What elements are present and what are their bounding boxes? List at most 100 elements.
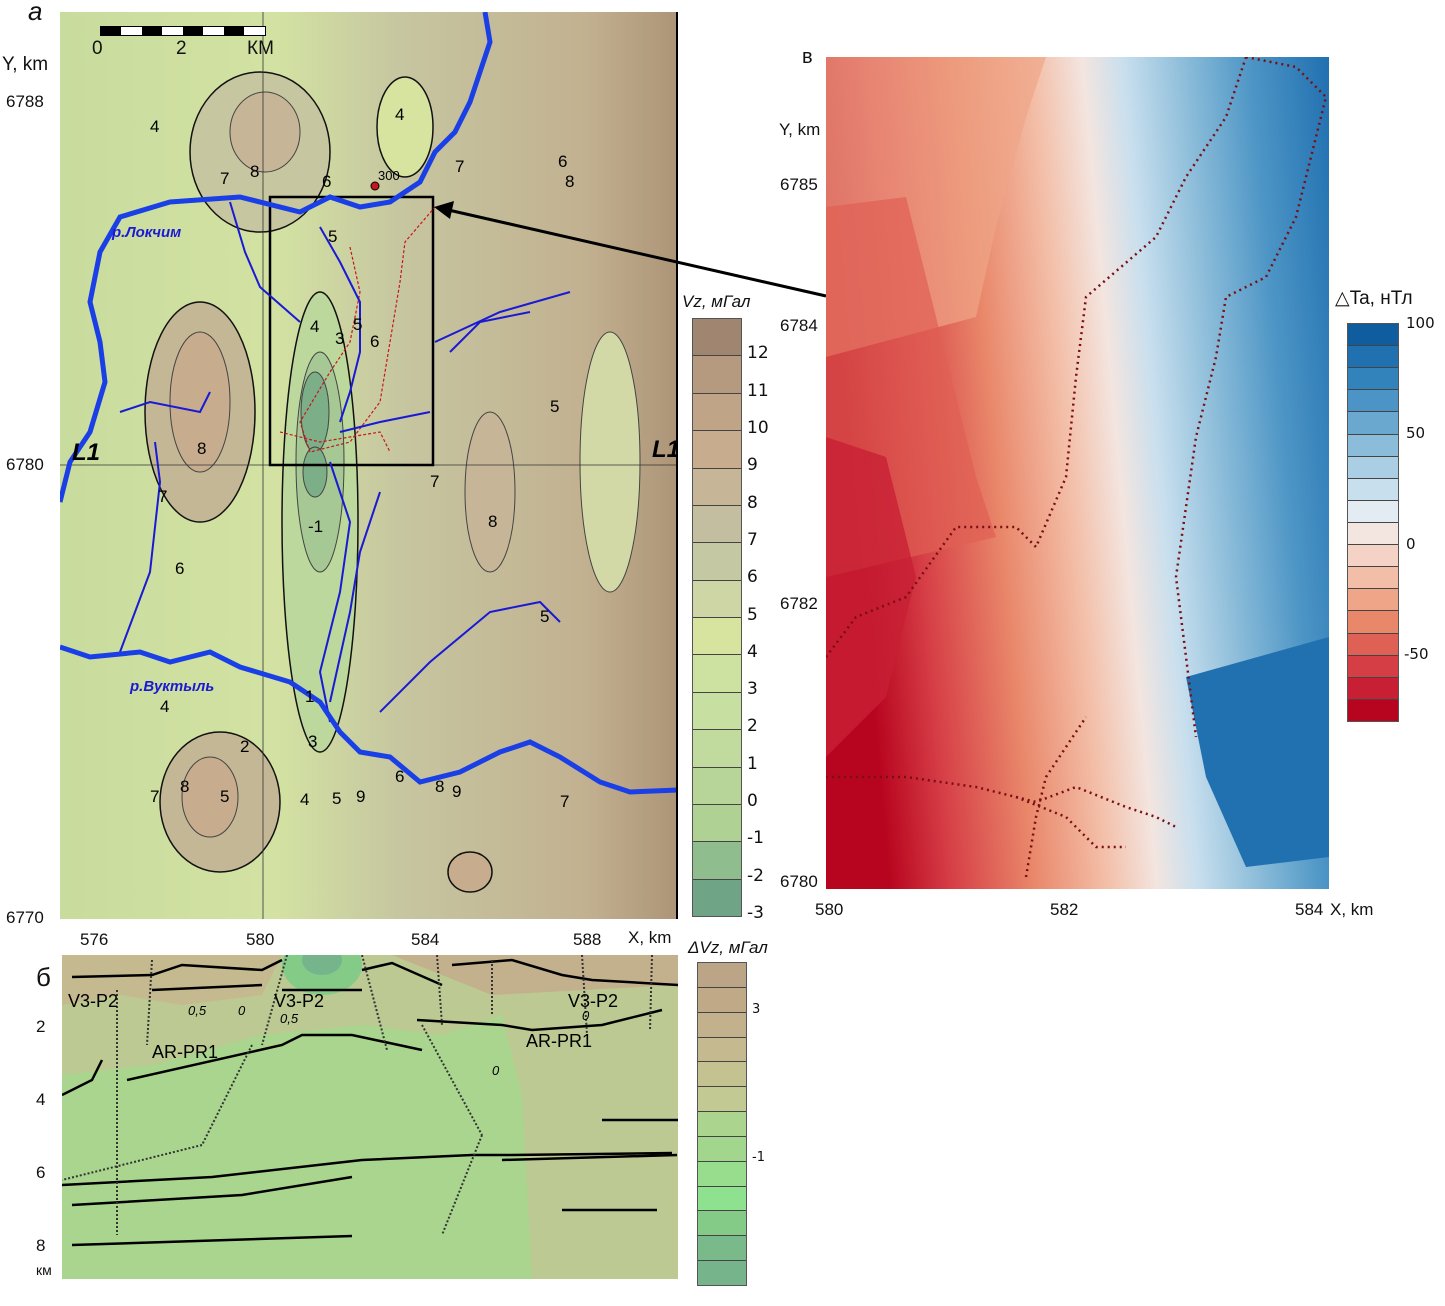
svg-text:V3-P2: V3-P2 <box>274 991 324 1011</box>
vz-label: 10 <box>747 417 769 438</box>
vz-label: 6 <box>747 567 758 588</box>
svg-text:0,5: 0,5 <box>188 1003 207 1018</box>
vz-label: 5 <box>747 604 758 625</box>
x-tick-580: 580 <box>246 930 275 949</box>
profile-label-east: L1 <box>652 436 678 463</box>
colorbar-swatch <box>693 842 741 880</box>
colorbar-swatch <box>1348 611 1398 634</box>
ta-label-100: 100 <box>1406 314 1435 332</box>
svg-text:4: 4 <box>395 105 404 124</box>
vz-colorbar <box>692 318 742 917</box>
svg-text:8: 8 <box>197 439 206 458</box>
x-tick-584: 584 <box>411 930 440 949</box>
panel-v-y-axis-title: Y, km <box>779 120 821 139</box>
contour-labels: 4 8 7 6 4 7 6 8 5 4 5 6 3 8 7 5 7 -1 6 8… <box>150 105 574 811</box>
svg-text:6: 6 <box>175 559 184 578</box>
profile-label-west: L1 <box>72 439 100 466</box>
svg-text:8: 8 <box>565 172 574 191</box>
colorbar-swatch <box>1348 545 1398 568</box>
dvz-colorbar-title: ΔVz, мГал <box>688 938 768 957</box>
svg-text:-1: -1 <box>308 517 323 536</box>
colorbar-swatch <box>698 1236 746 1262</box>
vz-label: 4 <box>747 641 758 662</box>
svg-text:5: 5 <box>220 787 229 806</box>
v-x-tick-584: 584 <box>1295 900 1324 919</box>
svg-text:7: 7 <box>150 787 159 806</box>
colorbar-swatch <box>1348 633 1398 656</box>
colorbar-swatch <box>698 1186 746 1212</box>
well-label: 300 <box>378 168 400 183</box>
colorbar-swatch <box>693 431 741 469</box>
colorbar-swatch <box>693 319 741 357</box>
svg-text:4: 4 <box>150 117 159 136</box>
colorbar-swatch <box>693 356 741 394</box>
svg-text:9: 9 <box>356 787 365 806</box>
scale-label-2: 2 <box>176 38 187 59</box>
colorbar-swatch <box>1348 699 1398 721</box>
y-tick-6780: 6780 <box>6 455 44 474</box>
svg-text:4: 4 <box>300 790 309 809</box>
dvz-colorbar <box>697 962 747 1286</box>
svg-text:7: 7 <box>220 169 229 188</box>
colorbar-swatch <box>1348 589 1398 612</box>
vz-label: -2 <box>747 865 764 886</box>
svg-text:4: 4 <box>310 317 319 336</box>
colorbar-swatch <box>1348 390 1398 413</box>
colorbar-swatch <box>1348 567 1398 590</box>
colorbar-swatch <box>698 987 746 1013</box>
river-label-vuktyl: р.Вуктыль <box>129 678 214 695</box>
panel-a-letter: а <box>28 0 43 26</box>
svg-text:AR-PR1: AR-PR1 <box>526 1031 592 1051</box>
depth-tick-4: 4 <box>36 1090 46 1109</box>
v-y-tick-6780: 6780 <box>780 872 818 891</box>
x-tick-576: 576 <box>80 930 109 949</box>
svg-text:0: 0 <box>582 1008 590 1023</box>
colorbar-swatch <box>693 618 741 656</box>
svg-text:V3-P2: V3-P2 <box>568 991 618 1011</box>
svg-text:0: 0 <box>238 1003 246 1018</box>
ta-label-0: 0 <box>1406 535 1416 553</box>
y-tick-6770: 6770 <box>6 908 44 927</box>
panel-b-letter: б <box>36 962 51 992</box>
well-marker <box>370 181 380 191</box>
depth-tick-8: 8 <box>36 1236 46 1255</box>
svg-text:8: 8 <box>488 512 497 531</box>
inset-frame <box>268 195 435 467</box>
depth-unit: км <box>36 1262 52 1278</box>
y-tick-6788: 6788 <box>6 92 44 111</box>
section-unit-labels: V3-P2 V3-P2 V3-P2 AR-PR1 AR-PR1 <box>68 991 618 1062</box>
depth-tick-6: 6 <box>36 1163 46 1182</box>
scale-label-km: КМ <box>247 38 274 59</box>
svg-text:1: 1 <box>305 687 314 706</box>
ta-colorbar <box>1347 323 1399 722</box>
colorbar-swatch <box>698 1037 746 1063</box>
vz-label: -3 <box>747 903 764 923</box>
svg-text:V3-P2: V3-P2 <box>68 991 118 1011</box>
depth-tick-2: 2 <box>36 1017 46 1036</box>
colorbar-swatch <box>1348 346 1398 369</box>
svg-text:6: 6 <box>322 172 331 191</box>
colorbar-swatch <box>693 692 741 731</box>
x-tick-588: 588 <box>573 930 602 949</box>
river-label-lokchim: р.Локчим <box>111 224 181 241</box>
vz-colorbar-title: Vz, мГал <box>682 292 751 311</box>
colorbar-swatch <box>698 1012 746 1038</box>
svg-text:9: 9 <box>452 782 461 801</box>
v-y-tick-6785: 6785 <box>780 175 818 194</box>
svg-text:8: 8 <box>250 162 259 181</box>
ta-label-50: 50 <box>1406 424 1426 442</box>
section-contour-labels: 0,5 0 0,5 0 0 <box>188 1003 590 1078</box>
vz-label: 0 <box>747 791 758 812</box>
svg-text:2: 2 <box>240 737 249 756</box>
colorbar-swatch <box>693 393 741 432</box>
colorbar-swatch <box>698 1261 746 1285</box>
vz-label: -1 <box>747 828 764 849</box>
vz-label: 2 <box>747 716 758 737</box>
colorbar-swatch <box>1348 677 1398 700</box>
dvz-label-minus1: -1 <box>752 1150 765 1165</box>
scale-bar <box>100 26 266 36</box>
colorbar-swatch <box>693 505 741 544</box>
svg-text:3: 3 <box>308 732 317 751</box>
colorbar-swatch <box>698 1161 746 1187</box>
river-vuktyl <box>60 644 678 795</box>
